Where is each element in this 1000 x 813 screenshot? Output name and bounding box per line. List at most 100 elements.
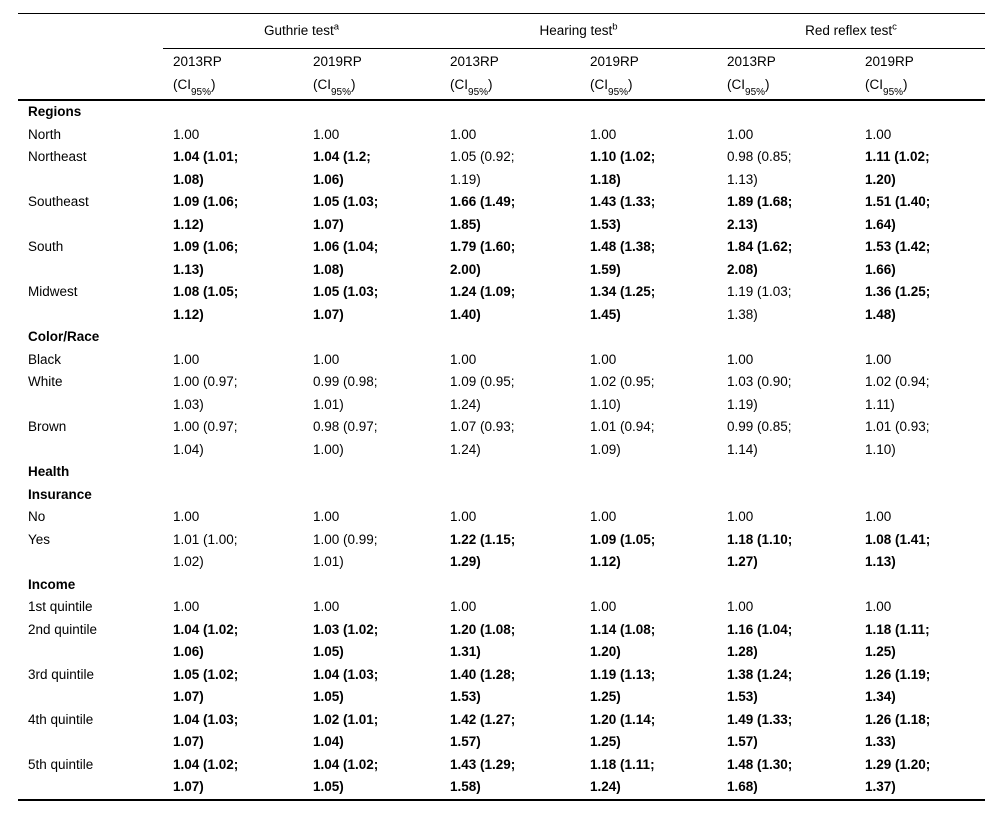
table-row: 2nd quintile 1.04 (1.02; 1.06) 1.03 (1.02;…: [18, 619, 985, 664]
value-cell: 1.01 (0.93; 1.10): [865, 419, 930, 457]
value-cell: 1.06 (1.04; 1.08): [313, 239, 379, 277]
section-header-row: Income: [18, 574, 985, 597]
value-cell: 1.29 (1.20; 1.37): [855, 753, 986, 801]
year-label: 2019RP: [865, 54, 914, 69]
col-header-red-reflex-2013: 2013RP (CI95%): [717, 48, 856, 101]
value-cell: 1.20 (1.08; 1.31): [450, 621, 516, 660]
value-cell: 1.01 (0.94; 1.09): [590, 419, 655, 457]
value-cell: 1.22 (1.15; 1.29): [450, 531, 516, 570]
value-cell: 1.04 (1.02; 1.05): [303, 753, 441, 801]
row-label: South: [28, 239, 64, 254]
row-label: 4th quintile: [28, 711, 94, 727]
value-cell: 1.09 (1.06; 1.12): [173, 194, 239, 232]
value-cell: 1.49 (1.33; 1.57): [727, 711, 793, 750]
value-cell: 1.00: [313, 599, 340, 614]
value-cell: 1.18 (1.11; 1.24): [580, 753, 718, 801]
ci-label: (CI95%): [865, 76, 908, 99]
value-cell: 0.98 (0.85; 1.13): [727, 149, 792, 187]
value-cell: 1.18 (1.10; 1.27): [727, 531, 793, 570]
table-row: Brown 1.00 (0.97; 1.04) 0.98 (0.97; 1.00) 1…: [18, 416, 985, 461]
table-row: 5th quintile 1.04 (1.02; 1.07) 1.04 (1.02;…: [18, 753, 986, 801]
value-cell: 1.53 (1.42; 1.66): [865, 239, 931, 277]
value-cell: 1.00: [590, 351, 617, 367]
value-cell: 1.07 (0.93; 1.24): [450, 419, 515, 457]
value-cell: 1.16 (1.04; 1.28): [727, 621, 793, 660]
value-cell: 1.79 (1.60; 2.00): [450, 239, 516, 277]
value-cell: 1.02 (1.01; 1.04): [313, 711, 379, 750]
table-row: 1st quintile 1.00 1.00 1.00 1.00 1.00 1.00: [18, 596, 985, 619]
value-cell: 1.05 (1.03; 1.07): [313, 284, 379, 322]
value-cell: 1.51 (1.40; 1.64): [865, 194, 931, 232]
row-label: 3rd quintile: [28, 666, 95, 682]
value-cell: 1.08 (1.05; 1.12): [173, 284, 239, 322]
value-cell: 1.10 (1.02; 1.18): [590, 149, 656, 187]
col-header-hearing-2019: 2019RP (CI95%): [580, 48, 718, 101]
value-cell: 1.00: [590, 599, 617, 614]
table-row: Northeast 1.04 (1.01; 1.08) 1.04 (1.2; 1.0…: [18, 146, 985, 191]
row-label: 2nd quintile: [28, 621, 98, 637]
ci-label: (CI95%): [727, 76, 770, 99]
value-cell: 1.08 (1.41; 1.13): [865, 531, 931, 570]
value-cell: 1.03 (0.90; 1.19): [727, 374, 792, 412]
year-label: 2019RP: [590, 54, 639, 69]
section-header-row: Color/Race: [18, 326, 985, 349]
value-cell: 1.38 (1.24; 1.53): [727, 666, 793, 705]
value-cell: 1.00: [173, 509, 200, 524]
table-body: Regions North 1.00 1.00 1.00 1.00 1.00 1.00 Nort…: [18, 100, 986, 801]
value-cell: 1.05 (1.02; 1.07): [173, 666, 239, 705]
row-label: Midwest: [28, 284, 78, 299]
value-cell: 1.00: [590, 126, 617, 142]
value-cell: 1.00: [313, 126, 340, 142]
table-row: Yes 1.01 (1.00; 1.02) 1.00 (0.99; 1.01) 1.2…: [18, 529, 985, 574]
value-cell: 1.00: [590, 509, 617, 524]
value-cell: 1.04 (1.02; 1.06): [173, 621, 239, 660]
section-header: Regions: [28, 104, 82, 119]
value-cell: 1.34 (1.25; 1.45): [590, 284, 656, 322]
value-cell: 1.00: [173, 351, 200, 367]
row-label: 1st quintile: [28, 599, 93, 614]
value-cell: 1.09 (0.95; 1.24): [450, 374, 515, 412]
value-cell: 0.99 (0.85; 1.14): [727, 419, 792, 457]
row-label: Yes: [28, 531, 51, 547]
ci-label: (CI95%): [173, 76, 216, 99]
value-cell: 0.99 (0.98; 1.01): [313, 374, 378, 412]
value-cell: 1.05 (0.92; 1.19): [450, 149, 515, 187]
row-label: 5th quintile: [18, 753, 163, 801]
table-row: South 1.09 (1.06; 1.13) 1.06 (1.04; 1.08) 1…: [18, 236, 985, 281]
value-cell: 1.40 (1.28; 1.53): [450, 666, 516, 705]
table-row: Southeast 1.09 (1.06; 1.12) 1.05 (1.03; 1.…: [18, 191, 985, 236]
row-label: Black: [28, 351, 62, 367]
value-cell: 1.02 (0.94; 1.11): [865, 374, 930, 412]
row-label: North: [28, 126, 62, 142]
footnote-marker-c: c: [892, 21, 897, 33]
value-cell: 1.26 (1.19; 1.34): [865, 666, 931, 705]
table-row: 3rd quintile 1.05 (1.02; 1.07) 1.04 (1.03;…: [18, 664, 985, 709]
value-cell: 1.05 (1.03; 1.07): [313, 194, 379, 232]
ci-label: (CI95%): [590, 76, 633, 99]
row-label: Southeast: [28, 194, 89, 209]
value-cell: 1.14 (1.08; 1.20): [590, 621, 656, 660]
value-cell: 1.00: [865, 126, 892, 142]
value-cell: 1.43 (1.29; 1.58): [440, 753, 581, 801]
value-cell: 0.98 (0.97; 1.00): [313, 419, 378, 457]
header-stub: [18, 48, 163, 101]
value-cell: 1.00: [173, 599, 200, 614]
value-cell: 1.04 (1.03; 1.05): [313, 666, 379, 705]
value-cell: 1.43 (1.33; 1.53): [590, 194, 656, 232]
test-group-row: Guthrie testa Hearing testb Red reflex t…: [18, 13, 986, 49]
value-cell: 1.00 (0.97; 1.04): [173, 419, 238, 457]
year-label: 2013RP: [450, 54, 499, 69]
value-cell: 1.04 (1.2; 1.06): [313, 149, 371, 187]
ci-label: (CI95%): [450, 76, 493, 99]
section-header: Income: [28, 576, 76, 592]
value-cell: 1.04 (1.02; 1.07): [163, 753, 303, 801]
table-row: No 1.00 1.00 1.00 1.00 1.00 1.00: [18, 506, 985, 529]
value-cell: 1.03 (1.02; 1.05): [313, 621, 379, 660]
value-cell: 1.00 (0.99; 1.01): [313, 531, 378, 570]
col-header-red-reflex-2019: 2019RP (CI95%): [855, 48, 986, 101]
year-header-row: 2013RP (CI95%) 2019RP (CI95%) 2013RP (CI95%…: [18, 48, 986, 101]
value-cell: 1.00: [727, 351, 754, 367]
value-cell: 1.48 (1.38; 1.59): [590, 239, 656, 277]
section-header: Color/Race: [28, 329, 100, 344]
value-cell: 1.00: [450, 599, 477, 614]
